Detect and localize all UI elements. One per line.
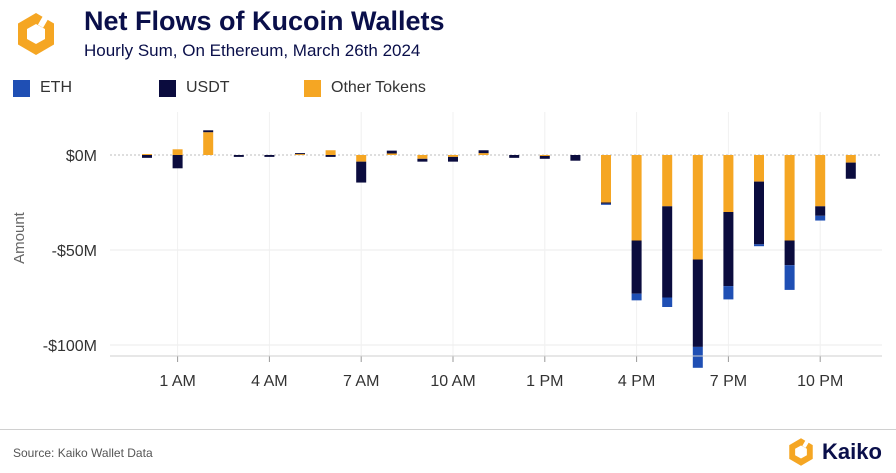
x-tick-label: 1 AM bbox=[159, 373, 195, 390]
bar-usdt bbox=[295, 153, 305, 155]
x-tick-label: 1 PM bbox=[526, 373, 563, 390]
bar-usdt bbox=[570, 155, 581, 161]
bar-usdt bbox=[478, 150, 489, 154]
bar-usdt bbox=[509, 155, 520, 158]
bar-eth bbox=[692, 346, 703, 368]
bar-usdt bbox=[264, 155, 275, 157]
bar-usdt bbox=[784, 240, 795, 266]
bar-usdt bbox=[448, 156, 458, 162]
bar-usdt bbox=[539, 155, 550, 159]
net-flows-chart: Amount $0M -$50M -$100M 1 AM 4 AM 7 AM 10 AM 1 … bbox=[11, 112, 882, 390]
y-tick-label: -$50M bbox=[52, 243, 97, 260]
bar-other-tokens bbox=[845, 155, 856, 163]
x-tick-label: 4 AM bbox=[251, 373, 287, 390]
bar-other-tokens bbox=[386, 153, 397, 155]
bar-usdt bbox=[692, 259, 703, 347]
footer-brand: Kaiko bbox=[786, 437, 882, 467]
bar-usdt bbox=[233, 155, 244, 157]
bar-other-tokens bbox=[325, 150, 336, 155]
bar-eth bbox=[601, 203, 611, 205]
bar-other-tokens bbox=[295, 154, 305, 156]
bar-other-tokens bbox=[417, 155, 428, 159]
kaiko-logo bbox=[18, 12, 54, 55]
bar-usdt bbox=[203, 130, 214, 133]
bar-other-tokens bbox=[662, 155, 673, 207]
x-tick-label: 10 PM bbox=[797, 373, 843, 390]
bar-usdt bbox=[815, 206, 826, 216]
bar-eth bbox=[662, 297, 673, 307]
bar-eth bbox=[784, 265, 795, 290]
bar-other-tokens bbox=[478, 153, 489, 155]
bar-other-tokens bbox=[356, 155, 367, 162]
bar-usdt bbox=[142, 155, 152, 158]
bar-usdt bbox=[325, 155, 336, 157]
brand-logo-icon bbox=[789, 438, 813, 466]
legend-label-other-tokens: Other Tokens bbox=[331, 79, 426, 96]
bar-other-tokens bbox=[631, 155, 642, 241]
bar-eth bbox=[754, 244, 764, 247]
bar-other-tokens bbox=[723, 155, 734, 212]
bar-other-tokens bbox=[539, 155, 550, 156]
x-tick-label: 7 PM bbox=[710, 373, 747, 390]
bar-eth bbox=[723, 286, 734, 300]
footer-divider bbox=[0, 429, 896, 430]
brand-name: Kaiko bbox=[822, 439, 882, 464]
bar-usdt bbox=[631, 240, 642, 294]
bar-other-tokens bbox=[784, 155, 795, 241]
bar-usdt bbox=[601, 202, 611, 204]
legend-swatch-usdt bbox=[159, 79, 176, 97]
legend-label-usdt: USDT bbox=[186, 79, 230, 96]
x-tick-label: 4 PM bbox=[618, 373, 655, 390]
bar-usdt bbox=[723, 212, 734, 287]
bar-eth bbox=[631, 293, 642, 301]
chart-subtitle: Hourly Sum, On Ethereum, March 26th 2024 bbox=[84, 41, 421, 60]
bar-usdt bbox=[417, 158, 428, 162]
bar-other-tokens bbox=[692, 155, 703, 260]
bar-eth bbox=[815, 215, 826, 221]
bar-usdt bbox=[386, 150, 397, 154]
bar-usdt bbox=[845, 162, 856, 179]
bar-usdt bbox=[662, 206, 673, 298]
bar-other-tokens bbox=[172, 149, 183, 155]
x-tick-label: 7 AM bbox=[343, 373, 379, 390]
legend-swatch-other-tokens bbox=[304, 79, 321, 97]
chart-title: Net Flows of Kucoin Wallets bbox=[84, 6, 445, 36]
bar-other-tokens bbox=[754, 155, 764, 182]
bar-other-tokens bbox=[203, 132, 214, 155]
bar-usdt bbox=[172, 155, 183, 169]
bar-other-tokens bbox=[815, 155, 826, 207]
source-note: Source: Kaiko Wallet Data bbox=[13, 446, 153, 460]
x-tick-label: 10 AM bbox=[430, 373, 475, 390]
bar-other-tokens bbox=[601, 155, 611, 203]
legend-item-eth: ETH bbox=[13, 79, 72, 97]
y-tick-label: $0M bbox=[66, 148, 97, 165]
legend-label-eth: ETH bbox=[40, 79, 72, 96]
legend: ETH USDT Other Tokens bbox=[0, 79, 896, 99]
legend-item-other-tokens: Other Tokens bbox=[304, 79, 426, 97]
bar-other-tokens bbox=[142, 154, 152, 156]
bar-other-tokens bbox=[448, 155, 458, 157]
y-axis-title: Amount bbox=[11, 211, 28, 264]
bar-usdt bbox=[356, 161, 367, 183]
y-tick-label: -$100M bbox=[43, 338, 97, 355]
legend-item-usdt: USDT bbox=[159, 79, 230, 97]
legend-swatch-eth bbox=[13, 79, 30, 97]
bar-usdt bbox=[754, 181, 764, 245]
